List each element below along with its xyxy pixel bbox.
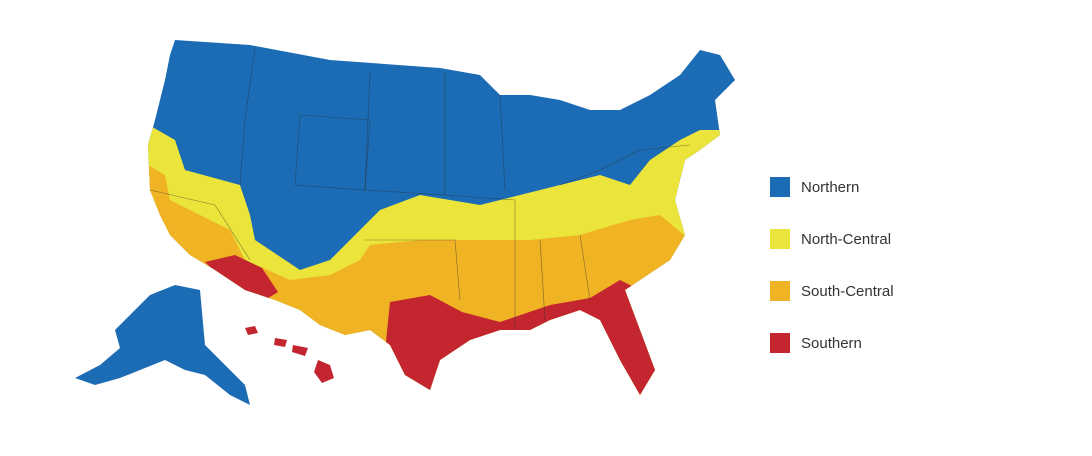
legend-label: Southern	[801, 335, 862, 352]
legend-label: South-Central	[801, 283, 894, 300]
legend: Northern North-Central South-Central Southe…	[770, 177, 894, 353]
alaska	[75, 285, 250, 405]
hawaii-island	[314, 360, 334, 383]
legend-label: Northern	[801, 179, 859, 196]
state-borders	[149, 47, 691, 330]
legend-swatch	[770, 281, 790, 301]
legend-label: North-Central	[801, 231, 891, 248]
hawaii-island	[245, 326, 258, 335]
hawaii-island	[274, 338, 287, 347]
legend-swatch	[770, 177, 790, 197]
southern-zone	[205, 255, 278, 302]
hawaii	[245, 326, 334, 383]
hawaii-island	[292, 345, 308, 356]
legend-swatch	[770, 229, 790, 249]
mainland	[148, 40, 735, 395]
legend-swatch	[770, 333, 790, 353]
